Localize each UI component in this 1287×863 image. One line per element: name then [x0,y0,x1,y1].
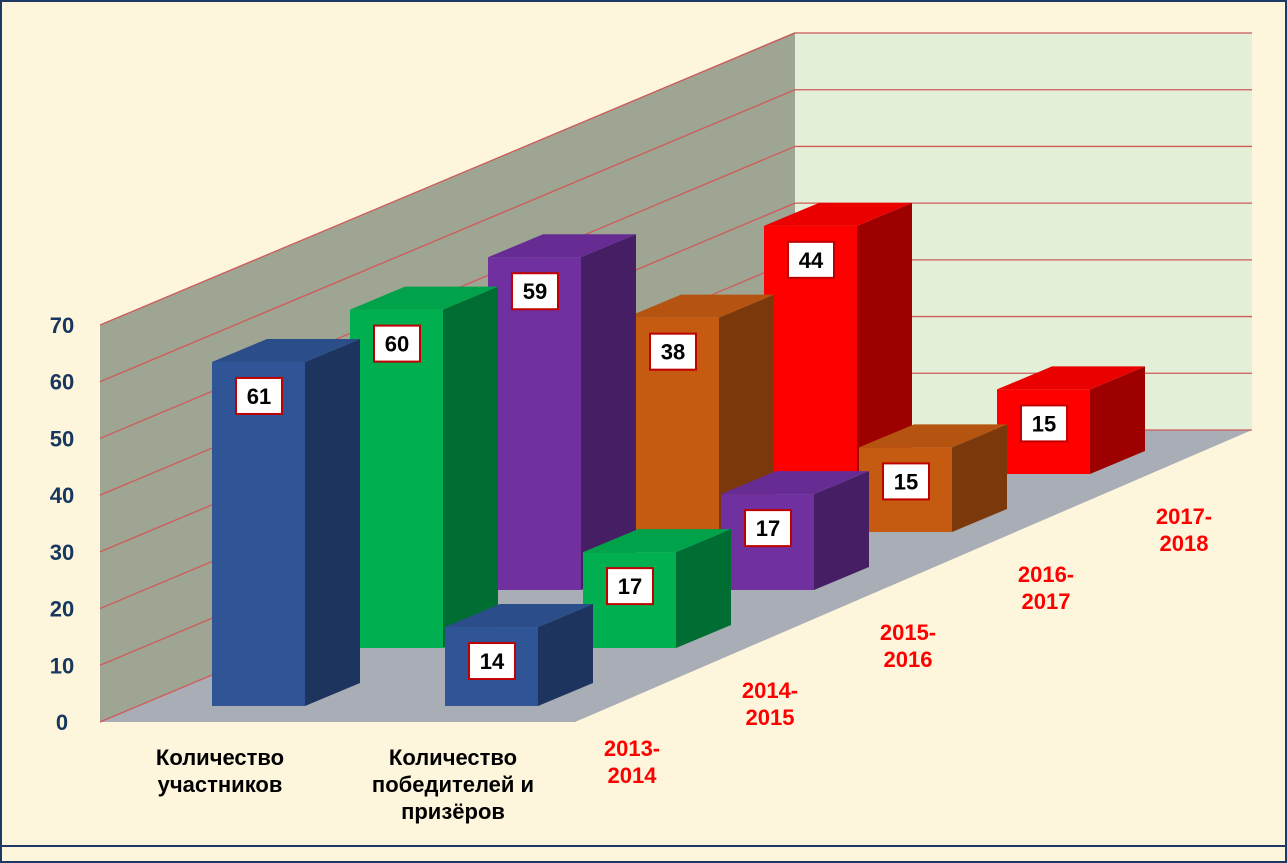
value-label: 60 [385,332,409,357]
bar-side [538,604,593,706]
bar-side [719,294,774,532]
bar-side [857,202,912,474]
category-label: Количество победителей и призёров [371,745,535,824]
bar-top [350,286,498,310]
value-label: 17 [756,516,780,541]
value-label-box [235,376,283,415]
y-tick-label: 60 [50,370,74,395]
value-label: 17 [618,574,642,599]
bar-side [952,424,1007,532]
bar [212,361,305,706]
value-label: 59 [523,279,547,304]
series-label: 2014-2015 [741,678,799,730]
y-tick-label: 40 [50,483,74,508]
value-label: 44 [799,248,824,273]
y-tick-label: 0 [56,710,68,735]
series-label: 2015-2016 [879,620,937,672]
bar-top [445,604,593,628]
value-label-box [606,567,654,606]
category-label: Количество участников [155,745,285,797]
bar-top [212,338,360,362]
series-label: 2013-2014 [603,736,661,788]
value-label-box [744,509,792,548]
y-tick-label: 20 [50,597,74,622]
bar-side [1090,366,1145,474]
bar-top [488,234,636,258]
bar-top [859,424,1007,448]
value-label-box [468,642,516,681]
bar-top [626,294,774,318]
value-label-box [649,332,697,371]
y-tick-label: 50 [50,426,74,451]
series-label: 2017-2018 [1155,504,1213,556]
value-label-box [882,462,930,501]
y-tick-label: 10 [50,653,74,678]
value-label: 15 [1032,411,1056,436]
value-label: 61 [247,384,271,409]
grid-line [99,32,796,326]
bar-top [764,202,912,226]
value-label-box [373,324,421,363]
bar-side [443,286,498,648]
bar-side [676,529,731,648]
y-tick-label: 30 [50,540,74,565]
value-label: 14 [480,649,505,674]
bar [488,257,581,590]
value-label: 15 [894,469,918,494]
value-label-box [787,240,835,279]
grid-line [99,89,796,383]
bar-top [721,471,869,495]
bar [350,309,443,648]
value-label-box [1020,404,1068,443]
bar-side [581,234,636,591]
bar-top [583,529,731,553]
bar-side [814,471,869,590]
series-label: 2016-2017 [1017,562,1075,614]
value-label: 38 [661,340,685,365]
value-label-box [511,272,559,311]
y-tick-label: 70 [50,313,74,338]
bar-top [997,366,1145,390]
bar-side [305,338,360,706]
